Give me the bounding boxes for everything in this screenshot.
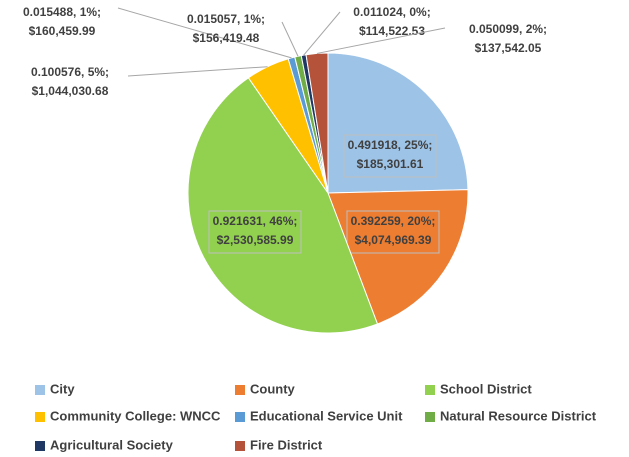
legend-swatch [35, 385, 45, 395]
data-label: $2,530,585.99 [217, 233, 294, 247]
label-box [343, 134, 437, 178]
data-label: 0.011024, 0%; [353, 5, 430, 19]
data-label: 0.015488, 1%; [23, 5, 101, 19]
legend-label: School District [440, 381, 532, 396]
label-box [346, 210, 440, 254]
data-label: 0.100576, 5%; [31, 65, 109, 79]
leader-line [316, 27, 446, 54]
legend-swatch [235, 385, 245, 395]
legend-label: Educational Service Unit [250, 408, 403, 423]
legend-label: Fire District [250, 437, 323, 452]
pie-slice [187, 77, 379, 334]
legend-swatch [35, 441, 45, 451]
label-box [208, 210, 302, 254]
legend-label: City [50, 381, 75, 396]
pie-slice [327, 189, 469, 325]
data-label: $160,459.99 [29, 24, 96, 38]
data-label: $114,522.53 [359, 24, 425, 38]
legend-label: Agricultural Society [50, 437, 174, 452]
data-label: $156,419.48 [193, 31, 260, 45]
leader-line [303, 11, 341, 56]
data-label: $185,301.61 [357, 157, 424, 171]
data-label: $137,542.05 [475, 41, 542, 55]
leader-line [117, 7, 292, 59]
leader-line [281, 21, 299, 57]
legend-swatch [235, 441, 245, 451]
data-label: 0.491918, 25%; [348, 138, 433, 152]
data-label: $4,074,969.39 [355, 233, 432, 247]
legend-swatch [235, 412, 245, 422]
data-label: 0.392259, 20%; [351, 214, 436, 228]
legend-swatch [425, 412, 435, 422]
data-label: $1,044,030.68 [32, 84, 109, 98]
data-label: 0.050099, 2%; [469, 22, 547, 36]
legend-label: Community College: WNCC [50, 408, 221, 423]
legend-swatch [425, 385, 435, 395]
legend-label: County [250, 381, 296, 396]
pie-slice [327, 52, 469, 194]
legend-swatch [35, 412, 45, 422]
legend-label: Natural Resource District [440, 408, 597, 423]
leader-line [127, 66, 268, 77]
data-label: 0.921631, 46%; [213, 214, 298, 228]
data-label: 0.015057, 1%; [187, 12, 265, 26]
